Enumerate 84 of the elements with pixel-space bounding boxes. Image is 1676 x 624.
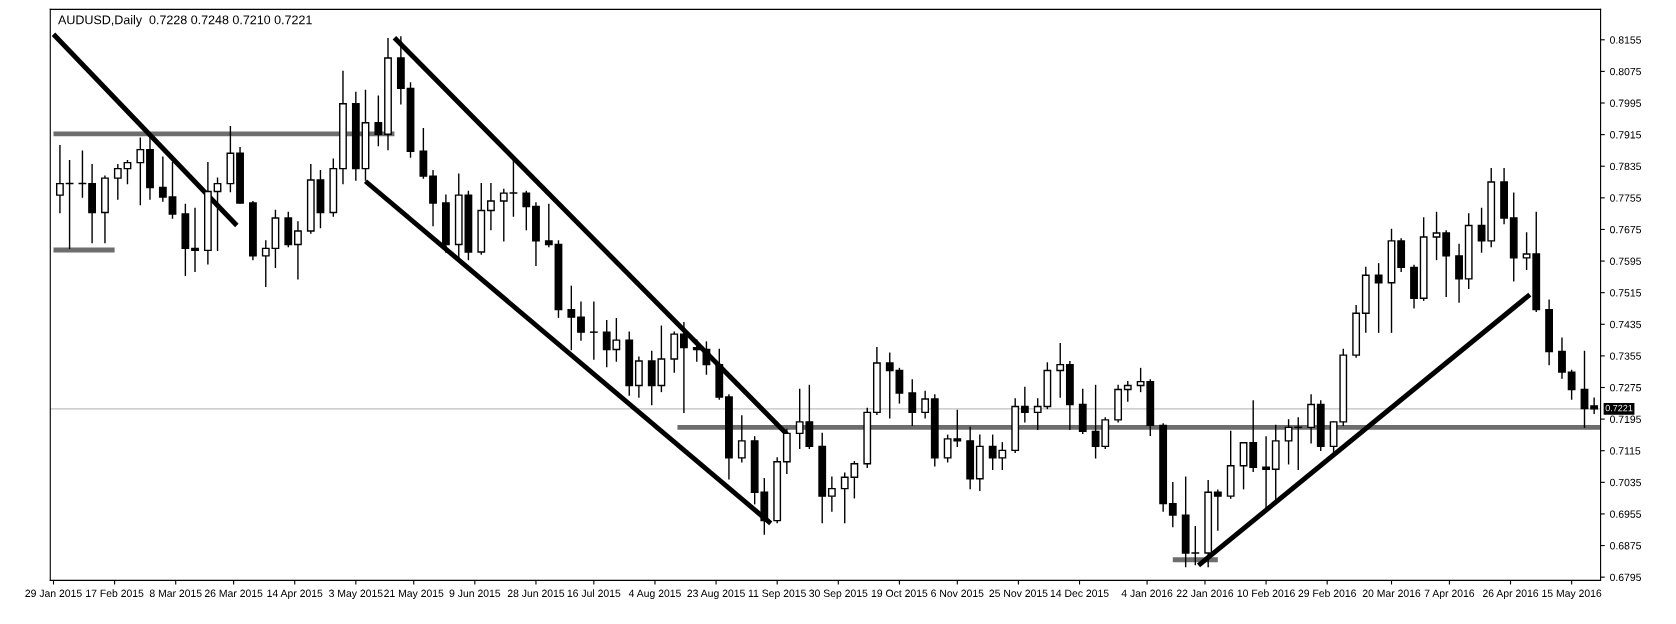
y-tick-label: 0.7435 <box>1610 320 1642 329</box>
candlestick <box>908 379 917 427</box>
y-tick-label: 0.7675 <box>1610 225 1642 234</box>
candlestick <box>191 207 199 273</box>
y-tick-label: 0.7755 <box>1610 194 1642 202</box>
candlestick <box>589 301 598 360</box>
candlestick <box>158 156 167 202</box>
y-tick-label: 0.7355 <box>1610 352 1642 360</box>
y-tick-label: 0.8075 <box>1610 67 1642 76</box>
candlestick <box>1590 397 1599 414</box>
candlestick <box>113 163 122 200</box>
candlestick <box>1442 230 1451 297</box>
x-tick-label: 14 Apr 2015 <box>267 589 323 600</box>
candlestick <box>544 203 553 248</box>
candlestick <box>56 144 64 214</box>
x-tick-label: 7 Apr 2016 <box>1424 589 1475 600</box>
candlestick <box>522 190 531 231</box>
y-tick-label: 0.7115 <box>1610 447 1641 455</box>
candlestick <box>692 339 701 362</box>
x-tick-label: 19 Oct 2015 <box>871 589 928 597</box>
candlestick <box>1213 489 1222 531</box>
candlestick <box>509 159 518 217</box>
candlestick <box>499 188 508 242</box>
candlestick <box>1020 386 1029 423</box>
candlestick <box>1477 207 1486 253</box>
x-tick-label: 26 Mar 2015 <box>204 589 263 597</box>
x-tick-label: 23 Aug 2015 <box>687 589 745 600</box>
chart-title: AUDUSD,Daily 0.7228 0.7248 0.7210 0.7221 <box>58 15 312 27</box>
candlestick <box>679 322 688 414</box>
x-tick-label: 10 Feb 2016 <box>1237 589 1295 597</box>
y-tick-label: 0.7835 <box>1610 162 1642 171</box>
y-tick-label: 0.7915 <box>1610 131 1642 139</box>
y-tick-label: 0.7275 <box>1610 384 1642 392</box>
y-tick-label: 0.8155 <box>1610 36 1642 44</box>
candlestick <box>577 301 585 341</box>
y-tick-label: 0.7515 <box>1610 289 1642 297</box>
x-tick-label: 16 Jul 2015 <box>567 589 621 597</box>
candlestick <box>374 95 383 147</box>
candlestick <box>827 476 836 512</box>
x-tick-label: 11 Sep 2015 <box>748 589 806 600</box>
x-tick-label: 15 May 2016 <box>1542 589 1602 600</box>
x-tick-label: 17 Feb 2015 <box>86 589 144 597</box>
x-tick-label: 21 May 2015 <box>384 589 444 600</box>
x-tick-label: 4 Jan 2016 <box>1121 589 1173 597</box>
x-tick-label: 22 Jan 2016 <box>1176 589 1234 597</box>
candlestick <box>1307 394 1316 444</box>
x-tick-label: 29 Feb 2016 <box>1298 589 1356 597</box>
y-tick-label: 0.6795 <box>1610 573 1642 582</box>
x-tick-label: 6 Nov 2015 <box>931 589 984 597</box>
candlestick <box>921 390 930 419</box>
candlestick <box>1455 243 1463 303</box>
y-tick-label: 0.7595 <box>1610 257 1642 265</box>
candlestick <box>1432 211 1441 261</box>
y-tick-label: 0.6955 <box>1610 510 1642 518</box>
candlestick <box>136 137 145 206</box>
candlestick <box>294 221 302 280</box>
candlestick <box>1374 263 1383 333</box>
x-tick-label: 30 Sep 2015 <box>809 589 868 600</box>
y-tick-label: 0.7995 <box>1610 99 1642 107</box>
y-tick-label: 0.7035 <box>1610 478 1642 487</box>
candlestick <box>1168 482 1177 528</box>
x-tick-label: 3 May 2015 <box>329 589 383 600</box>
candlestick <box>1262 436 1270 508</box>
x-tick-label: 26 Apr 2016 <box>1482 589 1539 600</box>
x-tick-label: 25 Nov 2015 <box>989 589 1048 597</box>
candlestick <box>1123 380 1132 402</box>
x-tick-label: 9 Jun 2015 <box>449 589 501 597</box>
y-tick-label: 0.6875 <box>1610 542 1642 550</box>
x-tick-label: 20 Mar 2016 <box>1362 589 1421 597</box>
candlestick <box>1056 342 1065 398</box>
x-tick-label: 14 Dec 2015 <box>1050 589 1109 597</box>
x-tick-label: 8 Mar 2015 <box>149 589 202 597</box>
x-tick-label: 29 Jan 2015 <box>25 589 82 597</box>
candlestick <box>567 285 576 351</box>
candlestick <box>168 161 177 219</box>
candlestick <box>487 182 495 231</box>
candlestick <box>737 415 746 463</box>
candlestick <box>1567 369 1576 400</box>
y-tick-label: 0.7195 <box>1610 415 1642 423</box>
ref-line-label: 0.7221 <box>1605 404 1633 412</box>
candlestick <box>1558 337 1566 379</box>
x-tick-label: 28 Jun 2015 <box>507 589 565 597</box>
candlestick <box>261 240 270 288</box>
x-tick-label: 4 Aug 2015 <box>628 589 681 600</box>
